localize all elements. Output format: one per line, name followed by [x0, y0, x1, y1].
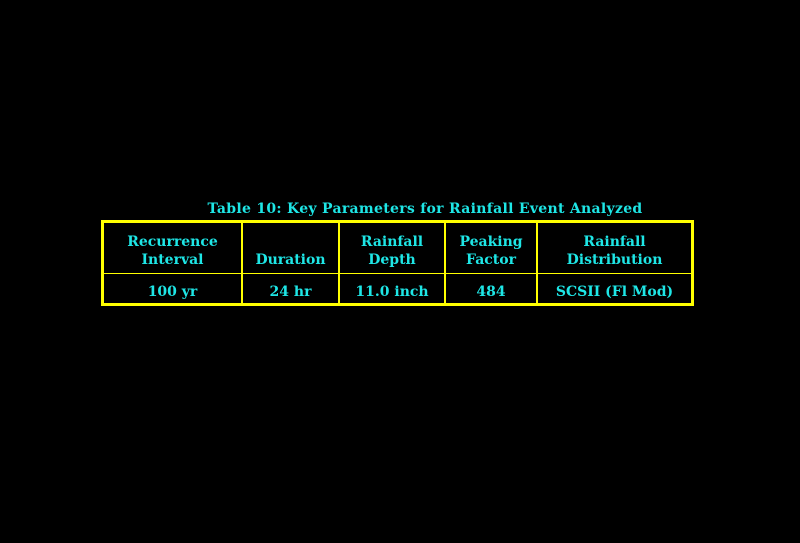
header-cell: Rainfall Distribution: [538, 223, 691, 273]
table-header-row: Recurrence Interval Duration Rainfall Dept…: [104, 223, 691, 274]
table-title: Table 10: Key Parameters for Rainfall Ev…: [207, 201, 643, 217]
header-line: Recurrence: [127, 234, 218, 250]
header-cell: Rainfall Depth: [340, 223, 446, 273]
header-line: Interval: [141, 252, 204, 268]
table-row: 100 yr 24 hr 11.0 inch 484 SCSII (Fl Mod…: [104, 274, 691, 303]
table-cell: SCSII (Fl Mod): [555, 284, 674, 300]
header-cell: Duration: [243, 223, 340, 273]
header-line: Distribution: [566, 252, 663, 268]
header-line: Factor: [466, 252, 516, 268]
table-cell: 11.0 inch: [340, 274, 446, 303]
header-cell: Peaking Factor: [446, 223, 538, 273]
header-line: Rainfall: [360, 234, 424, 250]
table-cell: 484: [446, 274, 538, 303]
table-cell: 100 yr: [104, 274, 243, 303]
header-line: Peaking: [459, 234, 523, 250]
table-cell: 24 hr: [243, 274, 340, 303]
header-cell: Recurrence Interval: [104, 223, 243, 273]
parameters-table: Recurrence Interval Duration Rainfall Dept…: [101, 220, 694, 306]
header-line: Depth: [368, 252, 416, 268]
header-line: Duration: [255, 252, 326, 268]
header-line: Rainfall: [583, 234, 646, 250]
